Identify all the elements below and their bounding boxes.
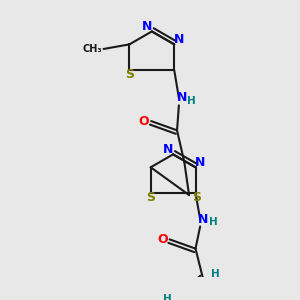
Text: S: S xyxy=(125,68,134,81)
Text: O: O xyxy=(138,115,149,128)
Text: S: S xyxy=(192,191,201,204)
Text: H: H xyxy=(209,217,218,227)
Text: O: O xyxy=(157,233,168,246)
Text: N: N xyxy=(198,213,208,226)
Text: H: H xyxy=(164,293,172,300)
Text: N: N xyxy=(176,92,187,104)
Text: H: H xyxy=(212,268,220,279)
Text: N: N xyxy=(195,156,205,169)
Text: N: N xyxy=(163,143,174,156)
Text: CH₃: CH₃ xyxy=(83,44,102,54)
Text: N: N xyxy=(174,33,184,46)
Text: N: N xyxy=(142,20,152,33)
Text: H: H xyxy=(188,96,196,106)
Text: S: S xyxy=(146,191,155,204)
